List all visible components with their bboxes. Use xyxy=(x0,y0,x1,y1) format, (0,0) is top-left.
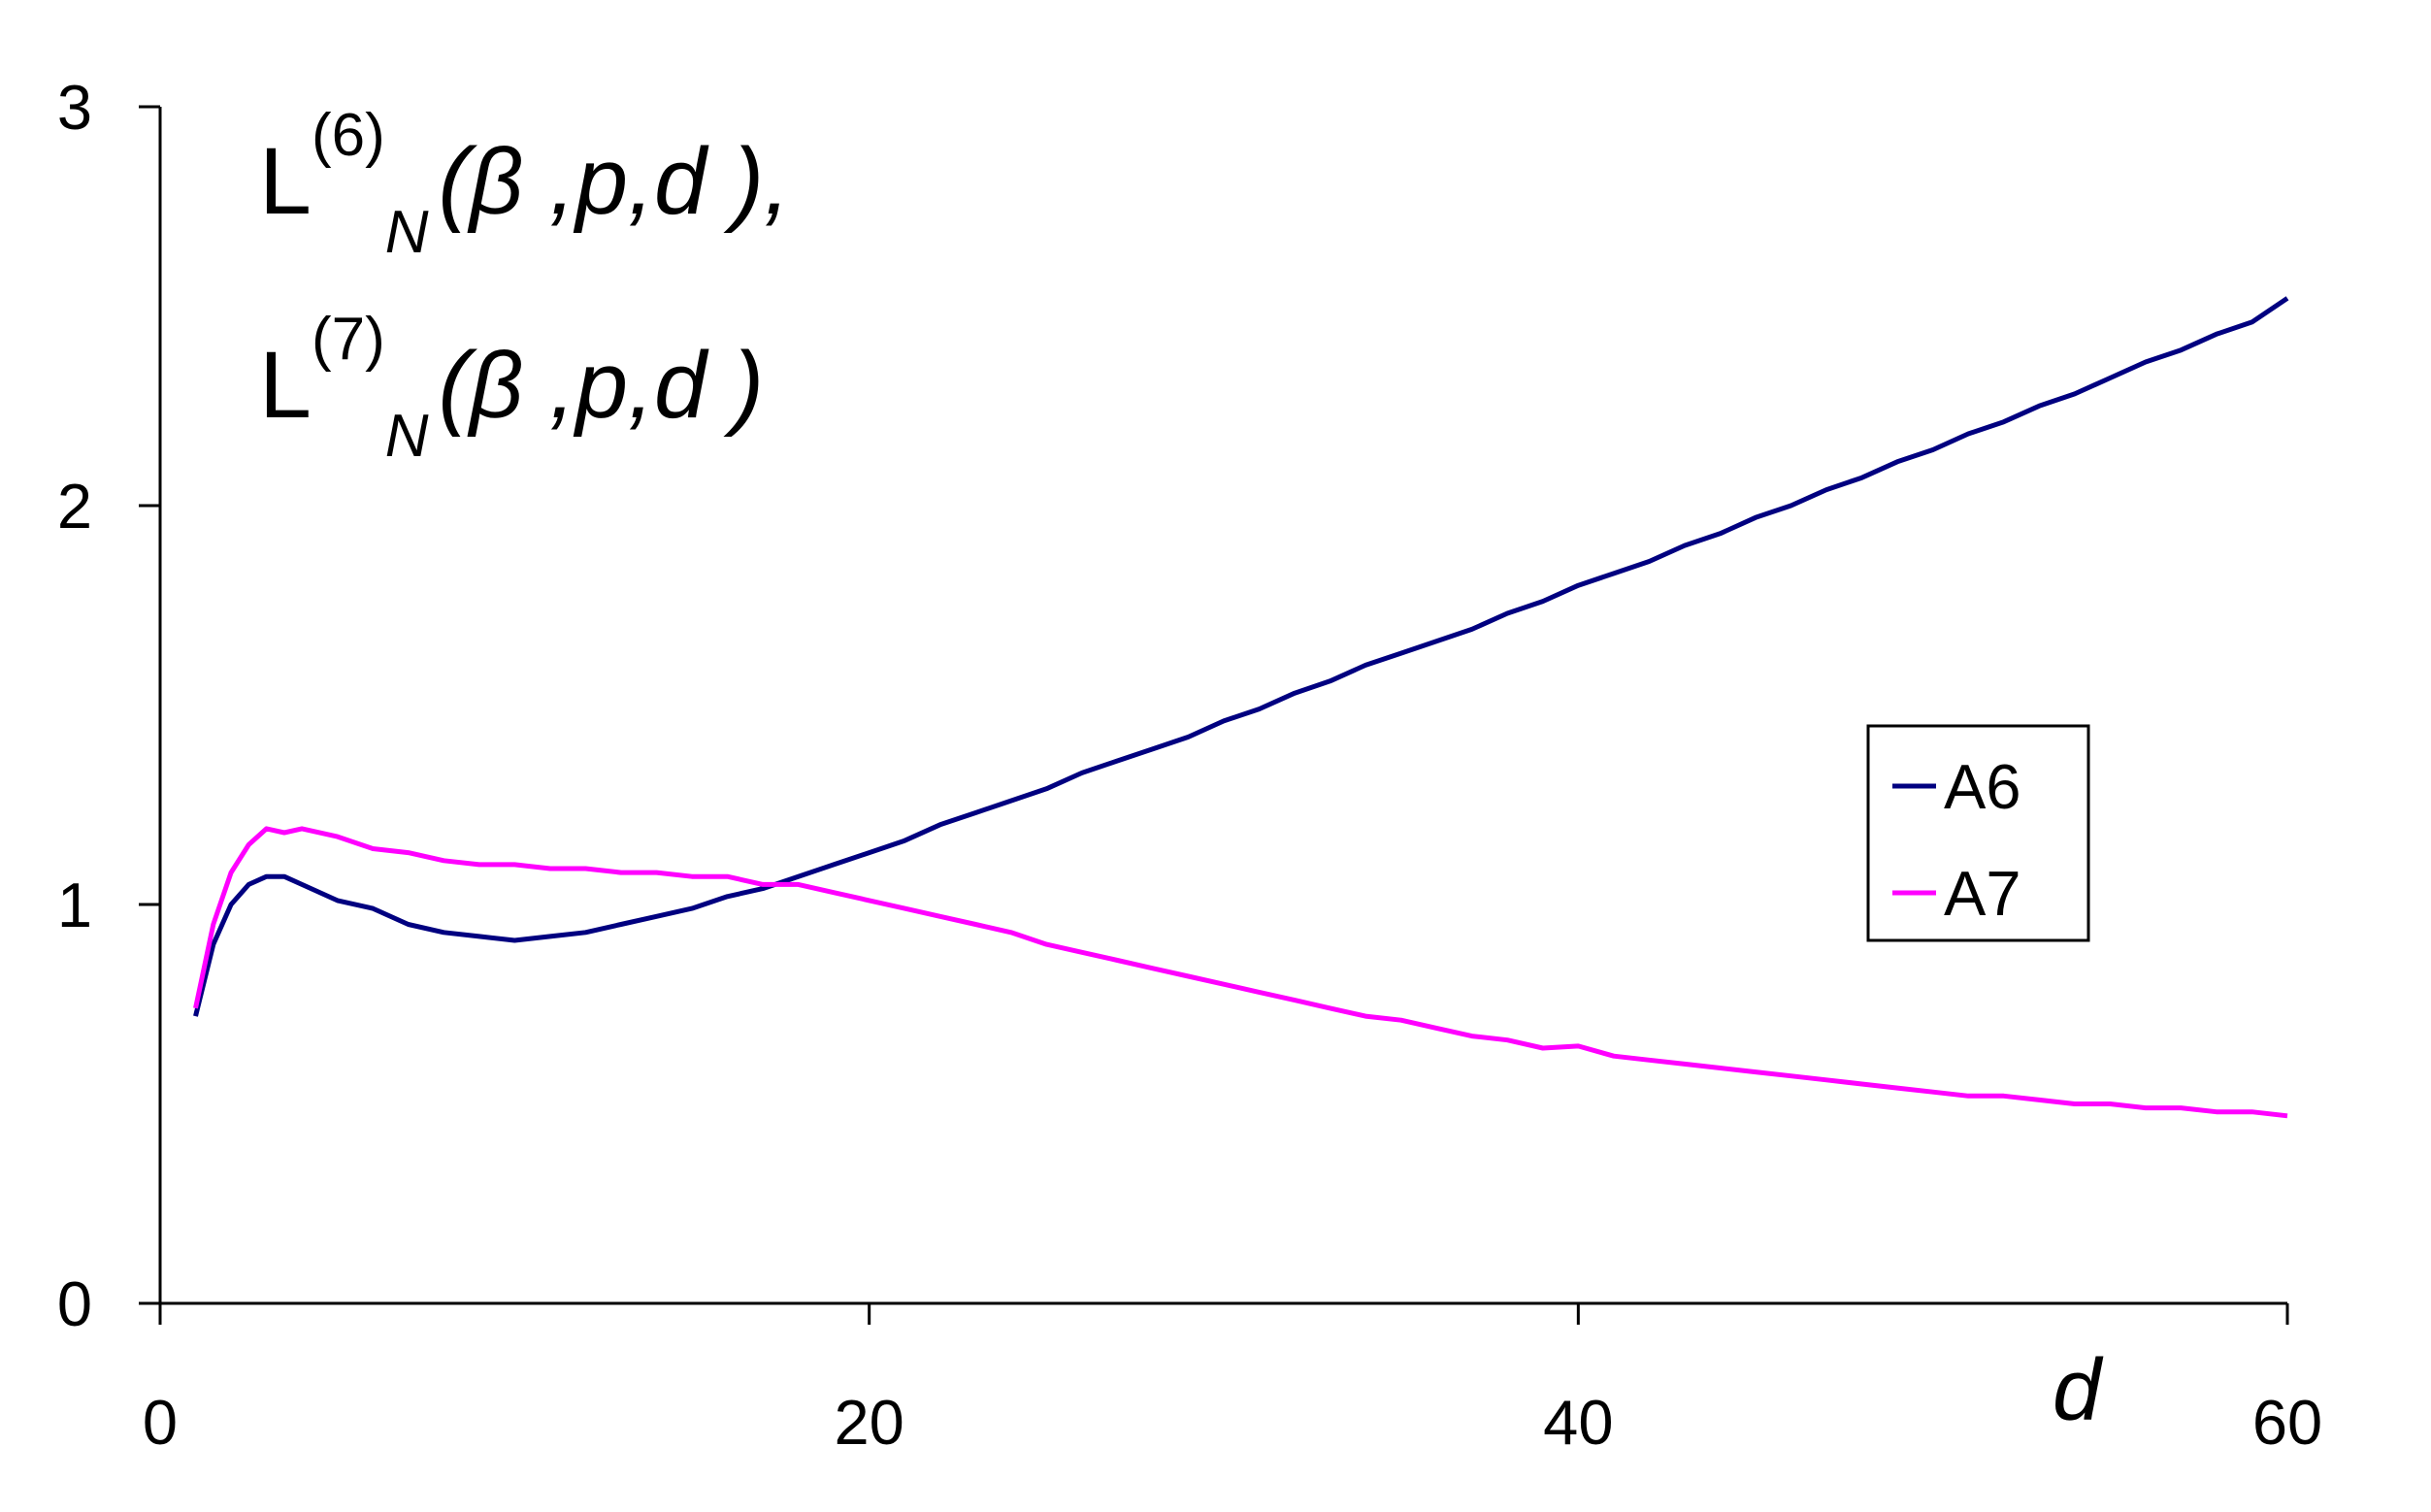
title-sub: N xyxy=(385,403,429,470)
x-axis-label: d xyxy=(2053,1342,2104,1439)
title-main: L xyxy=(259,128,312,234)
title-args: (β ,p,d ) xyxy=(439,332,765,438)
x-tick-label: 20 xyxy=(835,1387,904,1458)
title-args: (β ,p,d ), xyxy=(439,128,791,234)
title-sub: N xyxy=(385,199,429,266)
series-line xyxy=(193,296,2289,1017)
x-tick-label: 0 xyxy=(143,1387,178,1458)
x-tick-label: 60 xyxy=(2252,1387,2322,1458)
legend-box xyxy=(1866,724,2090,942)
y-tick-label: 3 xyxy=(57,72,92,143)
legend-label: A7 xyxy=(1944,858,2021,929)
title-line: L(6)N (β ,p,d ), xyxy=(259,102,790,266)
title-line: L(7)N (β ,p,d ) xyxy=(259,306,764,470)
legend-label: A6 xyxy=(1944,751,2021,822)
title-main: L xyxy=(259,332,312,438)
y-tick-label: 1 xyxy=(57,870,92,940)
y-tick-label: 0 xyxy=(57,1268,92,1339)
title-sup: (6) xyxy=(312,102,385,169)
x-tick-label: 40 xyxy=(1543,1387,1613,1458)
title-sup: (7) xyxy=(312,306,385,373)
y-tick-label: 2 xyxy=(57,471,92,542)
series-line xyxy=(193,826,2288,1119)
